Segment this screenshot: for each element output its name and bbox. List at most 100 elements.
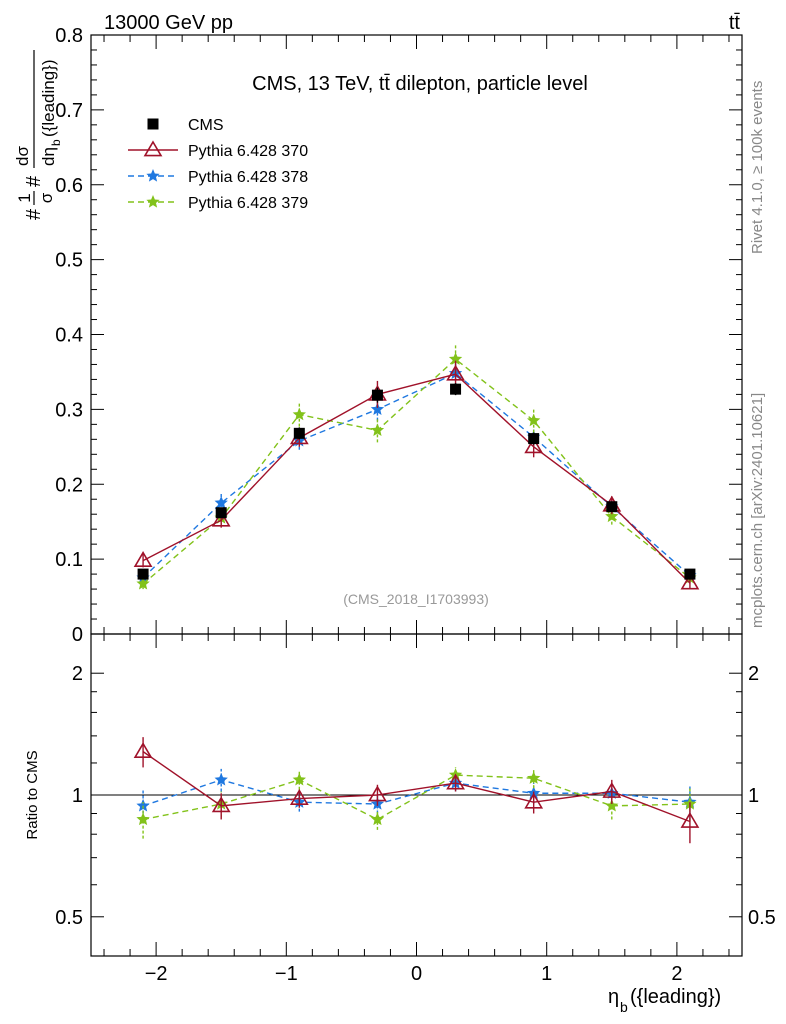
data-point <box>606 501 618 513</box>
y-tick-label: 0.8 <box>55 25 83 47</box>
ratio-series-layer <box>133 737 700 844</box>
data-point <box>450 383 462 395</box>
ratio-y-label: Ratio to CMS <box>24 750 41 839</box>
data-point <box>137 568 149 580</box>
rivet-label: Rivet 4.1.0, ≥ 100k events <box>749 81 766 254</box>
ratio-tick-label: 1 <box>72 785 83 807</box>
ratio-tick-label-right: 1 <box>748 785 759 807</box>
main-series-layer <box>133 344 700 590</box>
chart-title: CMS, 13 TeV, tt̄ dilepton, particle leve… <box>252 73 588 95</box>
legend-marker <box>146 195 160 208</box>
data-point <box>371 389 383 401</box>
legend-item-3: Pythia 6.428 379 <box>128 195 308 212</box>
legend-marker <box>143 140 163 157</box>
data-point <box>446 364 465 381</box>
y-tick-label: 0.7 <box>55 100 83 122</box>
legend-marker <box>147 118 159 130</box>
y-axis-label: # 1 σ # dσ dη b ({leading}) <box>13 50 63 220</box>
data-point <box>136 576 150 590</box>
data-point <box>370 423 385 436</box>
ratio-line <box>142 779 690 807</box>
legend-marker <box>146 169 160 182</box>
series-line <box>142 373 691 584</box>
data-point <box>293 427 305 439</box>
data-point <box>214 495 228 509</box>
series-line <box>142 372 691 579</box>
y-tick-label: 0 <box>72 624 83 646</box>
ratio-point <box>605 798 619 812</box>
data-point <box>680 573 700 590</box>
ratio-axis-ticks: −2 −1 0 1 2 0.5 0.5 1 1 2 2 <box>55 634 776 985</box>
legend-label: Pythia 6.428 378 <box>188 169 308 186</box>
x-label-rest: ({leading}) <box>630 986 721 1008</box>
legend-item-2: Pythia 6.428 378 <box>128 169 308 186</box>
y-tick-label: 0.4 <box>55 325 83 347</box>
legend-label: Pythia 6.428 370 <box>188 143 308 160</box>
process-label: tt̄ <box>729 12 741 34</box>
data-point <box>524 437 544 454</box>
ratio-series-1 <box>133 737 700 844</box>
data-point <box>528 433 540 445</box>
data-point <box>215 507 227 519</box>
ratio-point <box>289 788 309 805</box>
y-label-tail: ({leading}) <box>39 59 58 137</box>
ratio-tick-label-right: 0.5 <box>748 907 776 929</box>
y-tick-label: 0.6 <box>55 175 83 197</box>
ratio-point <box>292 772 306 786</box>
legend-label: Pythia 6.428 379 <box>188 195 308 212</box>
data-point <box>211 510 231 527</box>
ratio-point <box>136 812 150 826</box>
series-line <box>142 358 691 585</box>
ratio-point <box>602 781 622 798</box>
ratio-point <box>214 772 228 786</box>
ratio-line <box>142 751 691 823</box>
data-point <box>370 402 385 416</box>
ratio-series-2 <box>136 768 697 824</box>
data-point <box>527 413 541 427</box>
ratio-point <box>133 742 153 759</box>
mcplots-label: mcplots.cern.ch [arXiv:2401.10621] <box>749 393 766 628</box>
ratio-point <box>524 792 544 809</box>
ratio-point <box>446 773 465 790</box>
legend: CMS Pythia 6.428 370 Pythia 6.428 378 Pythi… <box>128 117 308 212</box>
x-tick-label: −1 <box>275 963 298 985</box>
ratio-tick-label: 0.5 <box>55 907 83 929</box>
y-label-hash2: # <box>23 175 45 187</box>
x-label-sub: b <box>620 999 628 1015</box>
data-point <box>133 551 153 568</box>
x-tick-label: −2 <box>145 963 168 985</box>
ratio-tick-label-right: 2 <box>748 663 759 685</box>
ratio-point <box>680 811 700 828</box>
ratio-point <box>211 796 231 813</box>
ratio-tick-label: 2 <box>72 663 83 685</box>
ratio-point <box>370 812 385 826</box>
series-0 <box>137 383 696 580</box>
y-label-frac1-den: σ <box>37 192 56 203</box>
y-label-frac2-den: dη <box>39 147 58 166</box>
legend-item-0: CMS <box>147 117 224 134</box>
series-3 <box>136 344 697 590</box>
analysis-id: (CMS_2018_I1703993) <box>343 591 489 607</box>
y-tick-label: 0.1 <box>55 549 83 571</box>
ratio-line <box>142 774 690 821</box>
ratio-point <box>527 771 541 784</box>
beam-label: 13000 GeV pp <box>104 12 233 34</box>
data-point <box>684 568 696 580</box>
legend-label: CMS <box>188 117 224 134</box>
x-tick-label: 1 <box>541 963 552 985</box>
y-label-hash1: # <box>23 208 45 220</box>
data-point <box>605 509 619 523</box>
data-point <box>292 407 306 421</box>
main-axis-ticks: 0 0.1 0.2 0.3 0.4 0.5 0.6 0.7 0.8 <box>55 25 742 646</box>
x-label-eta: η <box>608 986 619 1008</box>
y-label-sub: b <box>49 139 63 146</box>
legend-item-1: Pythia 6.428 370 <box>128 140 308 160</box>
x-tick-label: 2 <box>671 963 682 985</box>
y-label-frac2-num: dσ <box>13 146 32 166</box>
y-tick-label: 0.2 <box>55 474 83 496</box>
y-tick-label: 0.5 <box>55 250 83 272</box>
y-label-frac1-num: 1 <box>15 193 34 202</box>
x-axis-label: η b ({leading}) <box>608 986 721 1015</box>
ratio-point <box>368 785 387 802</box>
